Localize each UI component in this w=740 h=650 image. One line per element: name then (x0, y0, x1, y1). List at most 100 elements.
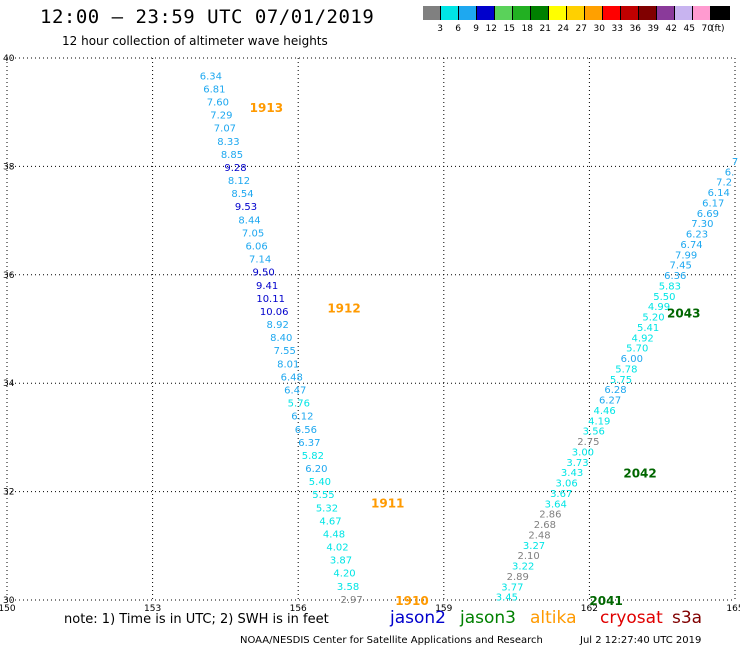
wave-height-value: 6.28 (604, 385, 626, 396)
color-scale-swatch (567, 6, 585, 20)
wave-height-value: 6.17 (702, 198, 724, 209)
lat-tick-label: 32 (3, 488, 14, 498)
wave-height-value: 3.22 (512, 562, 534, 573)
wave-height-value: 3.58 (337, 582, 359, 593)
lat-tick-label: 38 (3, 162, 15, 172)
color-scale-label: 9 (473, 24, 479, 34)
wave-height-value: 3.00 (572, 447, 594, 458)
wave-height-value: 6.74 (680, 240, 702, 251)
color-scale-label: 18 (521, 24, 533, 34)
color-scale-swatch (657, 6, 675, 20)
wave-height-value: 6.37 (298, 438, 320, 449)
lat-tick-label: 34 (3, 379, 15, 389)
color-scale-swatch (513, 6, 531, 20)
wave-height-value: 7.14 (249, 255, 271, 266)
wave-height-value: 7.30 (691, 219, 713, 230)
wave-height-value: 5.82 (302, 451, 324, 462)
lon-tick-label: 153 (144, 604, 161, 614)
wave-height-value: 5.70 (626, 344, 648, 355)
color-scale-label: 45 (683, 24, 695, 34)
wave-height-value: 8.01 (277, 359, 299, 370)
wave-height-value: 6. (725, 167, 735, 178)
color-scale-swatch (423, 6, 441, 20)
wave-height-value: 6.06 (245, 242, 267, 253)
satellite-legend-jason3: jason3 (460, 608, 516, 628)
wave-height-value: 4.02 (326, 543, 348, 554)
wave-height-value: 4.20 (333, 569, 355, 580)
wave-height-value: 6.20 (305, 464, 327, 475)
wave-height-value: 6.56 (295, 425, 317, 436)
wave-height-value: 9.50 (252, 268, 274, 279)
wave-height-value: 8.33 (217, 137, 239, 148)
wave-height-value: 7.99 (675, 250, 697, 261)
color-scale-swatch (585, 6, 603, 20)
wave-height-value: 3.64 (545, 499, 567, 510)
wave-height-value: 7 (732, 157, 738, 168)
color-scale-swatch (531, 6, 549, 20)
wave-height-value: 6.12 (291, 412, 313, 423)
wave-height-value: 5.76 (288, 399, 310, 410)
wave-height-value: 6.27 (599, 396, 621, 407)
wave-height-value: 4.46 (594, 406, 616, 417)
wave-height-value: 2.68 (534, 520, 556, 531)
wave-height-value: 2.48 (528, 530, 550, 541)
wave-height-value: 4.48 (323, 529, 345, 540)
units-note: note: 1) Time is in UTC; 2) SWH is in fe… (64, 612, 329, 627)
color-scale-swatch (441, 6, 459, 20)
wave-height-value: 6.00 (621, 354, 643, 365)
wave-height-value: 7.07 (214, 124, 236, 135)
wave-height-value: 6.34 (200, 71, 222, 82)
wave-height-value: 3.45 (496, 593, 518, 604)
pass-time-label: 1910 (395, 594, 428, 608)
wave-height-value: 3.87 (330, 556, 352, 567)
color-scale-label: 12 (485, 24, 497, 34)
wave-height-value: 7.2 (716, 178, 732, 189)
color-scale-swatch (495, 6, 513, 20)
color-scale-swatch (711, 6, 729, 20)
footer-timestamp: Jul 2 12:27:40 UTC 2019 (580, 635, 702, 646)
wave-height-value: 7.45 (670, 261, 692, 272)
wave-height-value: 3.77 (501, 582, 523, 593)
wave-height-value: 6.69 (697, 209, 719, 220)
color-scale-swatch (675, 6, 693, 20)
wave-height-value: 9.53 (235, 202, 257, 213)
color-scale-label: 70 (701, 24, 713, 34)
lat-tick-label: 30 (3, 596, 15, 606)
pass-time-label: 1912 (327, 301, 360, 315)
pass-time-label: 2043 (667, 307, 700, 321)
wave-height-value: 5.78 (615, 364, 637, 375)
wave-height-value: 6.47 (284, 385, 306, 396)
color-scale-unit: (ft) (711, 24, 725, 34)
color-scale-label: 15 (503, 24, 515, 34)
wave-height-value: 5.50 (653, 292, 675, 303)
color-scale-label: 30 (593, 24, 605, 34)
color-scale-swatch (603, 6, 621, 20)
wave-height-value: 3.73 (566, 458, 588, 469)
satellite-legend-s3a: s3a (672, 608, 703, 628)
color-scale-swatch (477, 6, 495, 20)
color-scale-swatch (639, 6, 657, 20)
color-scale-label: 24 (557, 24, 569, 34)
pass-time-label: 1911 (371, 496, 404, 510)
wave-height-value: 5.40 (309, 477, 331, 488)
pass-time-label: 2042 (623, 467, 656, 481)
lat-tick-label: 36 (3, 271, 15, 281)
wave-height-value: 4.19 (588, 416, 610, 427)
wave-height-value: 5.41 (637, 323, 659, 334)
lat-tick-label: 40 (3, 54, 15, 64)
color-scale-label: 33 (611, 24, 623, 34)
color-scale-label: 42 (665, 24, 677, 34)
color-scale-swatch (549, 6, 567, 20)
wave-height-value: 8.40 (270, 333, 292, 344)
wave-height-value: 8.44 (238, 215, 260, 226)
lon-tick-label: 150 (0, 604, 16, 614)
wave-height-value: 3.56 (583, 427, 605, 438)
wave-height-value: 10.06 (260, 307, 289, 318)
wave-height-value: 5.32 (316, 503, 338, 514)
satellite-legend-jason2: jason2 (390, 608, 446, 628)
wave-height-value: 5.20 (642, 313, 664, 324)
wave-height-value: 8.54 (231, 189, 253, 200)
wave-height-value: 2.86 (539, 510, 561, 521)
